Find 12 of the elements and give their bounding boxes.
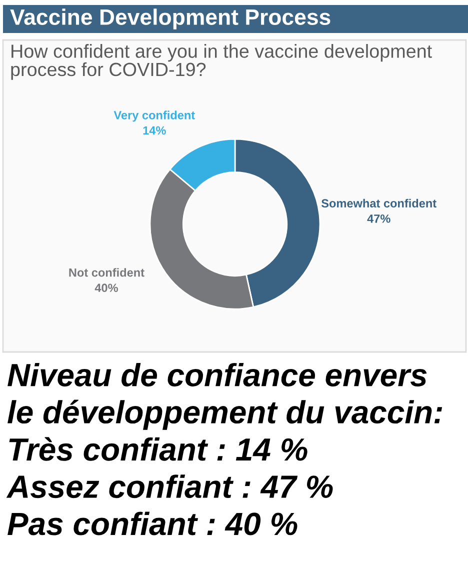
text: Niveau de confiance envers le développement du vaccin: (8, 363, 442, 430)
slice-label: Very confident (114, 110, 195, 122)
data-label: 14% (143, 126, 166, 135)
slice-label: Not confident (69, 268, 144, 277)
text: Assez confiant : 47 % (6, 474, 333, 498)
chart-subtitle: How confident are you in the vaccine development process for COVID-19? (11, 44, 432, 80)
chart-title: Vaccine Development Process (10, 8, 330, 30)
text: Pas confiant : 40 % (8, 512, 298, 536)
text: Très confiant : 14 % (9, 437, 308, 461)
data-label: 40% (94, 284, 118, 292)
data-label: 47% (367, 214, 390, 223)
slice-label: Somewhat confident (321, 198, 436, 208)
